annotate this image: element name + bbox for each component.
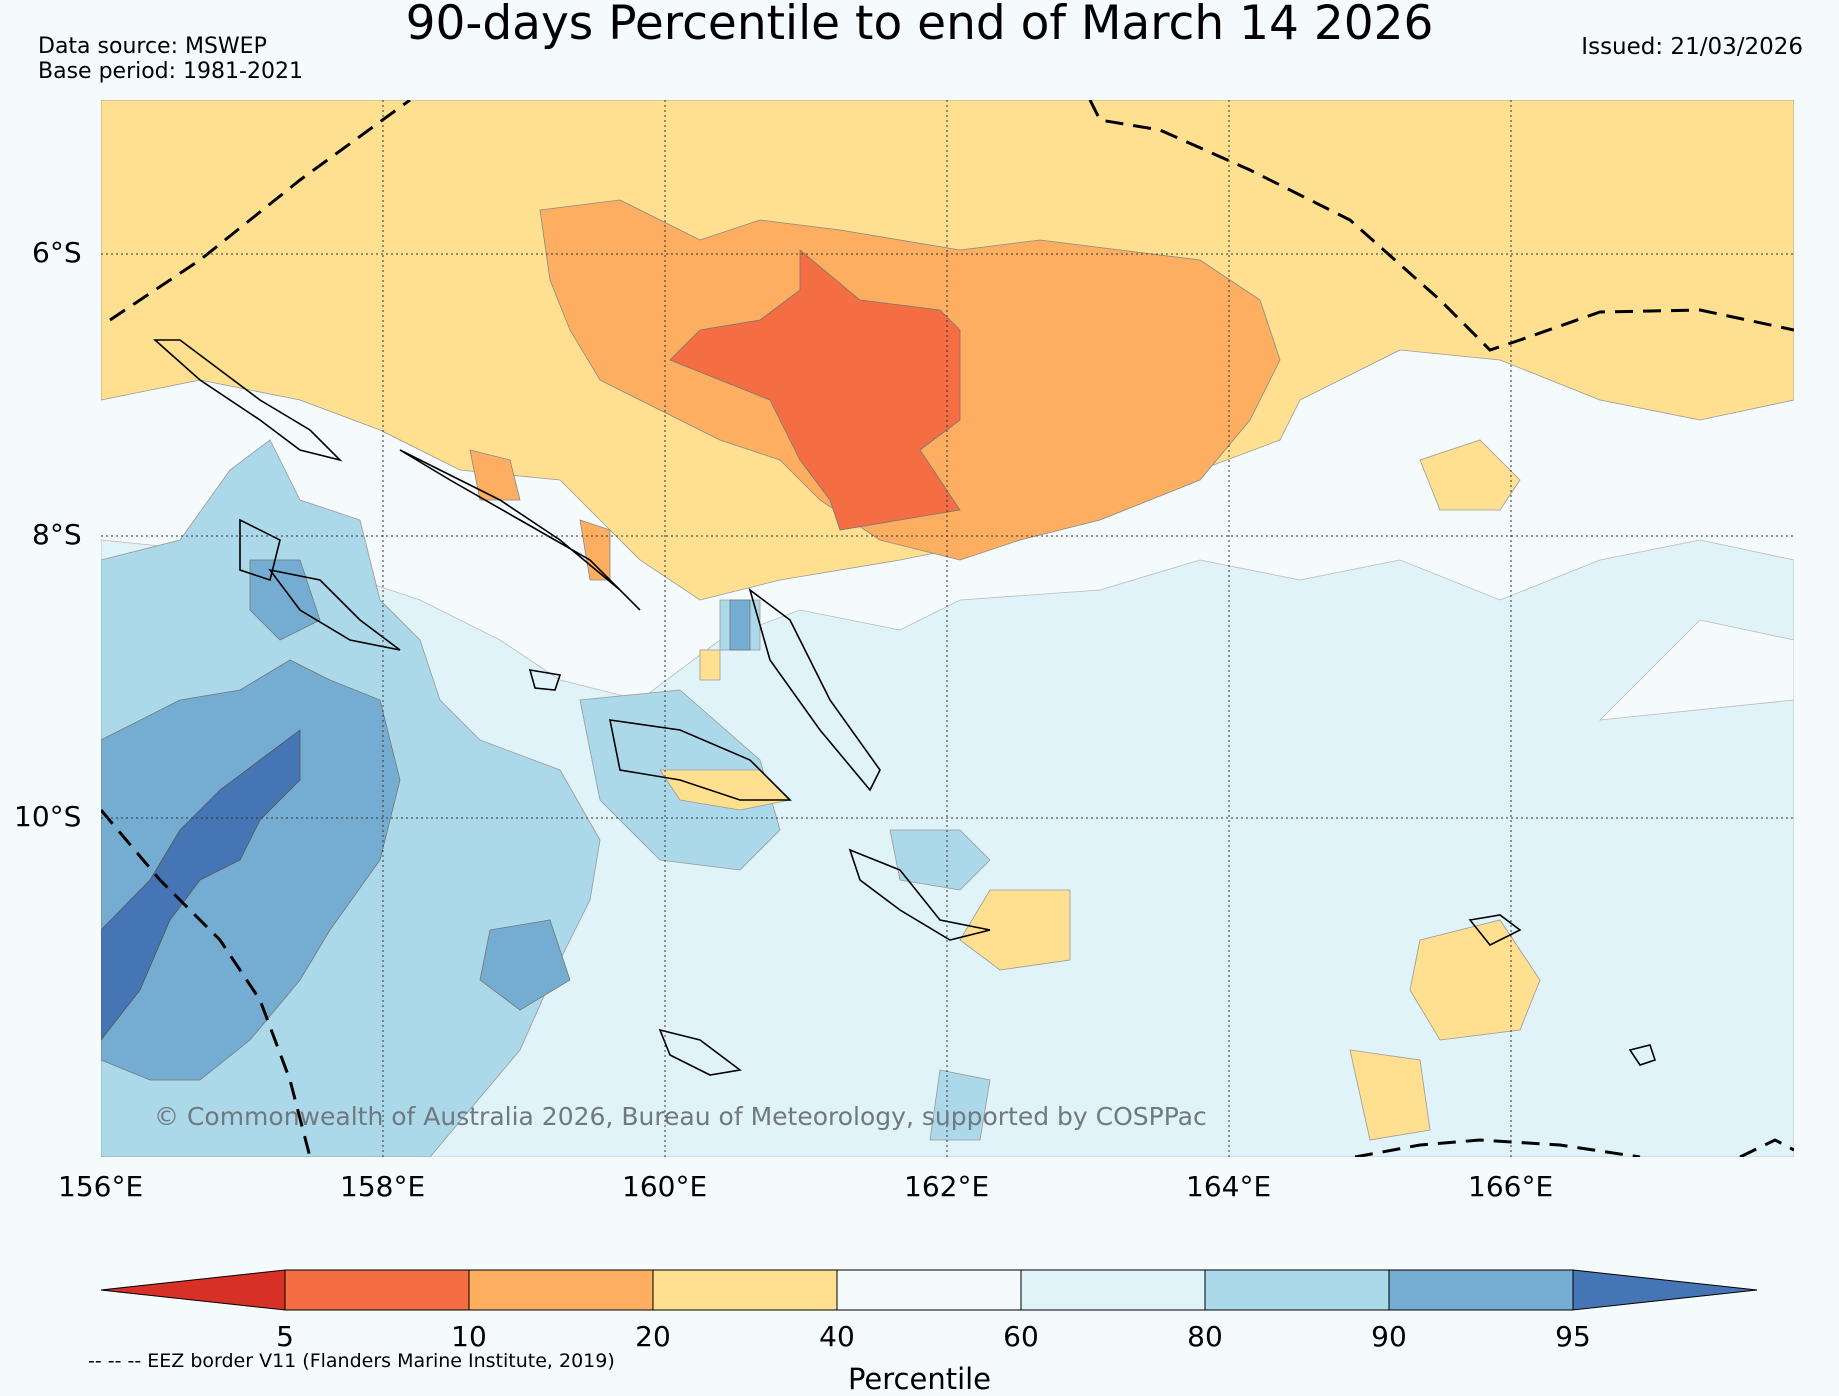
colorbar-tick: 95 bbox=[1555, 1320, 1591, 1353]
colorbar bbox=[100, 1269, 1758, 1311]
colorbar-segment bbox=[284, 1269, 470, 1311]
eez-border bbox=[1739, 1138, 1794, 1157]
eez-border bbox=[101, 809, 312, 1157]
colorbar-segment bbox=[652, 1269, 838, 1311]
island-shape bbox=[399, 449, 641, 611]
lon-label: 166°E bbox=[1468, 1170, 1554, 1203]
lon-label: 164°E bbox=[1186, 1170, 1272, 1203]
island-shape bbox=[748, 587, 881, 792]
lat-label: 10°S bbox=[14, 800, 82, 833]
lon-label: 158°E bbox=[340, 1170, 426, 1203]
region-80-90 bbox=[101, 439, 991, 1157]
data-source-text: Data source: MSWEP bbox=[38, 34, 267, 59]
lon-label: 162°E bbox=[904, 1170, 990, 1203]
eez-border bbox=[109, 100, 411, 322]
colorbar-title: Percentile bbox=[847, 1362, 992, 1396]
lat-label: 8°S bbox=[32, 518, 82, 551]
colorbar-segment bbox=[1388, 1269, 1574, 1311]
eez-border bbox=[1088, 100, 1794, 352]
base-period-text: Base period: 1981-2021 bbox=[38, 59, 303, 84]
colorbar-tick: 10 bbox=[451, 1320, 487, 1353]
island-shape bbox=[658, 1028, 742, 1076]
island-shape bbox=[1628, 1044, 1657, 1066]
colorbar-tick: 5 bbox=[276, 1320, 294, 1353]
colorbar-segment bbox=[1204, 1269, 1390, 1311]
region-5-10 bbox=[669, 249, 961, 531]
meta-block: Data source: MSWEP Base period: 1981-202… bbox=[38, 34, 303, 84]
eez-border bbox=[1354, 1138, 1641, 1157]
lon-label: 160°E bbox=[622, 1170, 708, 1203]
region-above-95 bbox=[101, 729, 301, 1041]
colorbar-segment bbox=[1572, 1269, 1758, 1311]
colorbar-segment bbox=[100, 1269, 286, 1311]
colorbar-segment bbox=[468, 1269, 654, 1311]
colorbar-tick: 40 bbox=[819, 1320, 855, 1353]
eez-legend-note: -- -- -- EEZ border V11 (Flanders Marine… bbox=[88, 1350, 615, 1372]
issued-date: Issued: 21/03/2026 bbox=[1581, 34, 1803, 60]
lon-label: 156°E bbox=[58, 1170, 144, 1203]
copyright-watermark: © Commonwealth of Australia 2026, Bureau… bbox=[154, 1102, 1207, 1131]
island-shape bbox=[152, 339, 343, 462]
page-title: 90-days Percentile to end of March 14 20… bbox=[405, 0, 1434, 51]
colorbar-tick: 20 bbox=[635, 1320, 671, 1353]
island-shape bbox=[848, 848, 991, 941]
island-shape bbox=[268, 568, 401, 651]
region-90-95 bbox=[101, 559, 751, 1081]
lat-label: 6°S bbox=[32, 236, 82, 269]
island-shape bbox=[528, 669, 562, 691]
colorbar-tick: 60 bbox=[1003, 1320, 1039, 1353]
colorbar-segment bbox=[1020, 1269, 1206, 1311]
colorbar-tick: 90 bbox=[1371, 1320, 1407, 1353]
island-shape bbox=[1468, 914, 1522, 947]
island-shape bbox=[239, 518, 281, 582]
island-shape bbox=[608, 719, 792, 801]
colorbar-segment bbox=[836, 1269, 1022, 1311]
percentile-map bbox=[101, 100, 1794, 1157]
colorbar-tick: 80 bbox=[1187, 1320, 1223, 1353]
